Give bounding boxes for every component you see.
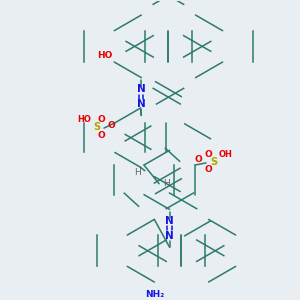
- Text: HO: HO: [77, 115, 91, 124]
- Text: HO: HO: [97, 51, 112, 60]
- Text: O: O: [204, 150, 212, 159]
- Text: OH: OH: [219, 150, 232, 159]
- Text: N: N: [165, 230, 174, 241]
- Text: NH₂: NH₂: [145, 290, 164, 299]
- Text: H: H: [163, 179, 170, 188]
- Text: H: H: [134, 168, 141, 177]
- Text: O: O: [195, 155, 203, 164]
- Text: O: O: [98, 115, 106, 124]
- Text: S: S: [93, 122, 100, 132]
- Text: N: N: [165, 216, 174, 226]
- Text: O: O: [107, 121, 115, 130]
- Text: O: O: [98, 130, 106, 140]
- Text: N: N: [137, 84, 146, 94]
- Text: S: S: [210, 157, 217, 167]
- Text: O: O: [204, 165, 212, 174]
- Text: N: N: [137, 99, 146, 109]
